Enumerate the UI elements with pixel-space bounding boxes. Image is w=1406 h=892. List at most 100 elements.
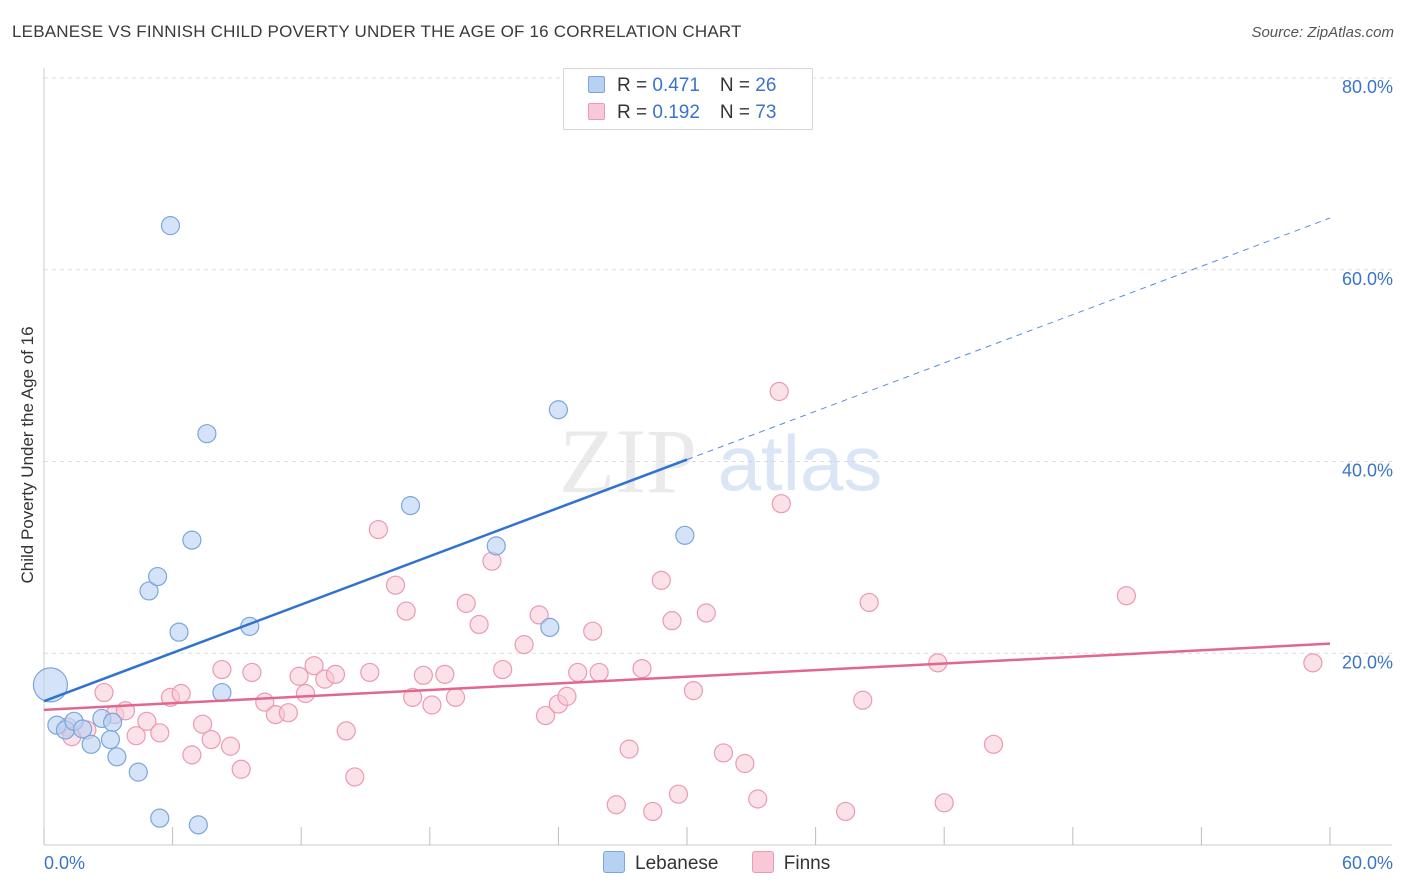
lebanese-point bbox=[150, 808, 170, 828]
legend-item-lebanese[interactable]: Lebanese bbox=[603, 851, 718, 875]
lebanese-point bbox=[675, 525, 695, 545]
finns-point bbox=[713, 743, 734, 763]
legend-label-finns: Finns bbox=[783, 853, 831, 874]
finns-point bbox=[771, 494, 791, 514]
lebanese-point bbox=[400, 496, 421, 516]
x-tick-label: 60.0% bbox=[1342, 853, 1393, 873]
lebanese-swatch bbox=[588, 76, 605, 93]
lebanese-point bbox=[107, 747, 127, 767]
finns-point bbox=[295, 683, 316, 704]
finns-point bbox=[632, 658, 652, 679]
finns-point bbox=[396, 601, 416, 621]
finns-point bbox=[853, 690, 873, 710]
watermark-atlas: atlas bbox=[718, 419, 883, 507]
finns-point bbox=[535, 705, 556, 726]
finns-point bbox=[368, 519, 388, 540]
lebanese-point bbox=[182, 530, 202, 550]
legend-item-finns[interactable]: Finns bbox=[751, 851, 831, 875]
y-tick-labels: 20.0% 40.0% 60.0% 80.0% bbox=[1342, 77, 1393, 672]
finns-point bbox=[514, 635, 534, 655]
finns-point bbox=[619, 739, 639, 759]
finns-point bbox=[836, 801, 856, 822]
finns-point bbox=[683, 681, 704, 701]
lebanese-point bbox=[100, 729, 121, 750]
lebanese-point bbox=[102, 712, 123, 732]
finns-point bbox=[345, 767, 365, 787]
finns-point bbox=[557, 686, 577, 706]
n-label: N = bbox=[719, 75, 756, 96]
grid-lines bbox=[44, 77, 1392, 654]
finns-point bbox=[568, 662, 588, 683]
axes bbox=[43, 68, 1392, 846]
lebanese-point bbox=[81, 734, 101, 754]
finns-point bbox=[662, 611, 682, 631]
lebanese-point bbox=[128, 762, 148, 782]
lebanese-point bbox=[197, 424, 217, 444]
n-value: 73 bbox=[755, 102, 777, 123]
finns-point bbox=[193, 714, 213, 734]
finns-point bbox=[360, 662, 380, 683]
finns-swatch bbox=[751, 851, 774, 873]
finns-point bbox=[278, 703, 298, 723]
lebanese-points bbox=[32, 216, 695, 835]
lebanese-point bbox=[169, 622, 189, 642]
finns-point bbox=[182, 745, 202, 765]
finns-point bbox=[1303, 653, 1323, 673]
finns-swatch bbox=[588, 103, 605, 120]
lebanese-point bbox=[540, 617, 560, 637]
finns-point bbox=[696, 603, 716, 623]
finns-point bbox=[325, 664, 346, 684]
series-legend: Lebanese Finns bbox=[603, 851, 858, 875]
finns-point bbox=[212, 659, 232, 680]
stats-row-lebanese: R = 0.471 N = 26 bbox=[588, 75, 776, 99]
stats-row-finns: R = 0.192 N = 73 bbox=[588, 102, 776, 126]
finns-point bbox=[137, 711, 157, 731]
r-value: 0.192 bbox=[652, 102, 700, 123]
n-label: N = bbox=[719, 102, 756, 123]
lebanese-trend-line bbox=[43, 458, 688, 703]
y-tick-label: 80.0% bbox=[1342, 77, 1393, 97]
finns-point bbox=[171, 683, 191, 704]
finns-point bbox=[493, 659, 513, 680]
y-tick-label: 60.0% bbox=[1342, 269, 1393, 289]
x-tick-label: 0.0% bbox=[44, 853, 85, 873]
lebanese-point bbox=[139, 581, 159, 601]
finns-point bbox=[435, 664, 455, 684]
finns-point bbox=[583, 621, 603, 641]
finns-point bbox=[651, 570, 671, 590]
finns-point bbox=[859, 592, 879, 613]
finns-point bbox=[126, 726, 146, 746]
lebanese-point bbox=[188, 815, 208, 835]
finns-point bbox=[336, 721, 356, 741]
finns-point bbox=[403, 687, 423, 707]
source-label: Source: ZipAtlas.com bbox=[1251, 24, 1394, 41]
finns-point bbox=[934, 793, 954, 813]
finns-point bbox=[304, 656, 324, 676]
watermark: ZIP atlas bbox=[559, 410, 882, 512]
watermark-zip: ZIP bbox=[559, 410, 697, 512]
finns-point bbox=[668, 784, 689, 804]
finns-point bbox=[643, 801, 663, 822]
lebanese-point bbox=[548, 400, 569, 420]
lebanese-point bbox=[147, 566, 168, 587]
finns-point bbox=[1116, 586, 1136, 606]
finns-point bbox=[150, 723, 170, 743]
legend-label-lebanese: Lebanese bbox=[635, 853, 719, 874]
stats-legend: R = 0.471 N = 26 R = 0.192 N = 73 bbox=[563, 68, 813, 130]
finns-point bbox=[748, 789, 768, 809]
finns-point bbox=[445, 687, 466, 707]
y-tick-label: 40.0% bbox=[1342, 461, 1393, 481]
finns-point bbox=[242, 662, 262, 683]
r-label: R = bbox=[617, 102, 653, 123]
finns-point bbox=[735, 753, 755, 774]
chart-title: LEBANESE VS FINNISH CHILD POVERTY UNDER … bbox=[12, 22, 742, 41]
finns-point bbox=[983, 734, 1004, 754]
trend-lines bbox=[43, 217, 1331, 712]
finns-point bbox=[606, 795, 626, 815]
lebanese-point bbox=[72, 719, 93, 739]
finns-point bbox=[456, 593, 476, 613]
finns-point bbox=[220, 736, 241, 756]
x-tick-labels: 0.0% 60.0% bbox=[44, 853, 1393, 873]
lebanese-swatch bbox=[603, 851, 625, 873]
